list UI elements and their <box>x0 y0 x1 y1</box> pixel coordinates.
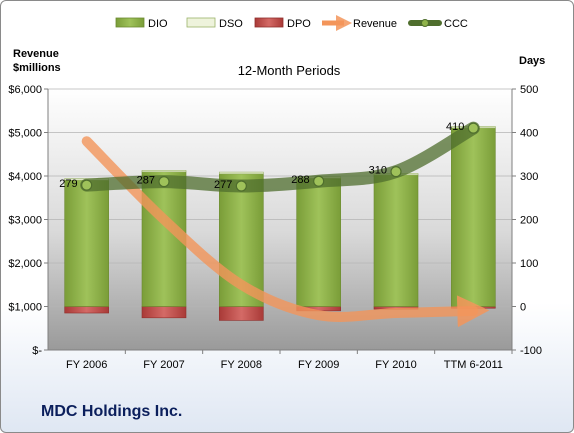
revenue-series <box>81 136 490 328</box>
bar-dso <box>219 171 264 175</box>
ccc-point <box>467 122 479 134</box>
ccc-point <box>81 179 93 191</box>
right-tick-label: 400 <box>520 128 538 140</box>
x-tick-label: FY 2008 <box>221 359 262 371</box>
revenue-line <box>81 136 490 328</box>
ccc-point <box>158 176 170 188</box>
left-tick-label: $6,000 <box>8 84 42 96</box>
right-tick-label: 200 <box>520 215 538 227</box>
x-tick-label: FY 2009 <box>298 359 339 371</box>
right-tick-label: 100 <box>520 258 538 270</box>
legend: DIO DSO DPO Revenue CCC <box>115 14 468 32</box>
legend-label-dso: DSO <box>219 18 243 30</box>
bar-dso <box>141 170 187 173</box>
company-name: MDC Holdings Inc. <box>41 403 183 420</box>
left-tick-label: $3,000 <box>8 215 42 227</box>
right-tick-label: 300 <box>520 171 538 183</box>
legend-item-dpo: DPO <box>254 17 311 30</box>
left-axis-label-line2: $millions <box>13 62 61 74</box>
right-axis-label: Days <box>519 55 545 67</box>
ccc-data-label: 287 <box>137 175 155 187</box>
bar-dpo <box>219 306 264 321</box>
legend-swatch-dio <box>115 17 145 28</box>
chart-title: 12-Month Periods <box>238 63 341 78</box>
legend-marker-ccc <box>421 19 429 27</box>
bar-dpo <box>141 306 187 319</box>
ccc-series: 279 287 277 288 310 410 <box>59 121 480 193</box>
ccc-data-label: 310 <box>369 165 387 177</box>
x-tick-label: FY 2010 <box>375 359 416 371</box>
ccc-point <box>235 180 247 192</box>
left-tick-label: $5,000 <box>8 128 42 140</box>
ccc-data-label: 410 <box>446 121 464 133</box>
right-tick-label: 500 <box>520 84 538 96</box>
legend-label-ccc: CCC <box>444 18 468 30</box>
bars <box>64 126 496 321</box>
ccc-point <box>390 166 402 178</box>
left-tick-label: $- <box>32 345 42 357</box>
left-tick-label: $2,000 <box>8 258 42 270</box>
ccc-data-label: 279 <box>59 178 77 190</box>
ccc-point <box>313 175 325 187</box>
legend-swatch-dpo <box>254 17 284 28</box>
ccc-data-label: 288 <box>291 174 309 186</box>
bar-dio <box>64 178 109 307</box>
axes: $- $1,000 $2,000 $3,000 $4,000 $5,000 $6,000 -1… <box>8 84 542 371</box>
right-tick-label: -100 <box>520 345 542 357</box>
legend-item-dso: DSO <box>186 17 243 30</box>
bar-dpo <box>64 306 109 314</box>
x-tick-label: FY 2007 <box>143 359 184 371</box>
ccc-line <box>80 121 480 193</box>
bar-dio <box>373 174 419 307</box>
legend-label-dio: DIO <box>148 18 168 30</box>
left-tick-label: $4,000 <box>8 171 42 183</box>
legend-swatch-dso <box>186 17 216 28</box>
legend-item-dio: DIO <box>115 17 168 30</box>
x-tick-label: TTM 6-2011 <box>444 359 503 371</box>
right-tick-label: 0 <box>520 302 526 314</box>
legend-item-ccc: CCC <box>408 18 468 30</box>
bar-dio <box>451 127 496 307</box>
legend-item-revenue: Revenue <box>322 14 397 32</box>
legend-label-dpo: DPO <box>287 18 311 30</box>
ccc-data-label: 277 <box>214 179 232 191</box>
legend-label-revenue: Revenue <box>353 18 397 30</box>
x-tick-label: FY 2006 <box>66 359 107 371</box>
left-axis-label-line1: Revenue <box>13 48 59 60</box>
bar-dio <box>296 177 341 307</box>
left-tick-label: $1,000 <box>8 302 42 314</box>
